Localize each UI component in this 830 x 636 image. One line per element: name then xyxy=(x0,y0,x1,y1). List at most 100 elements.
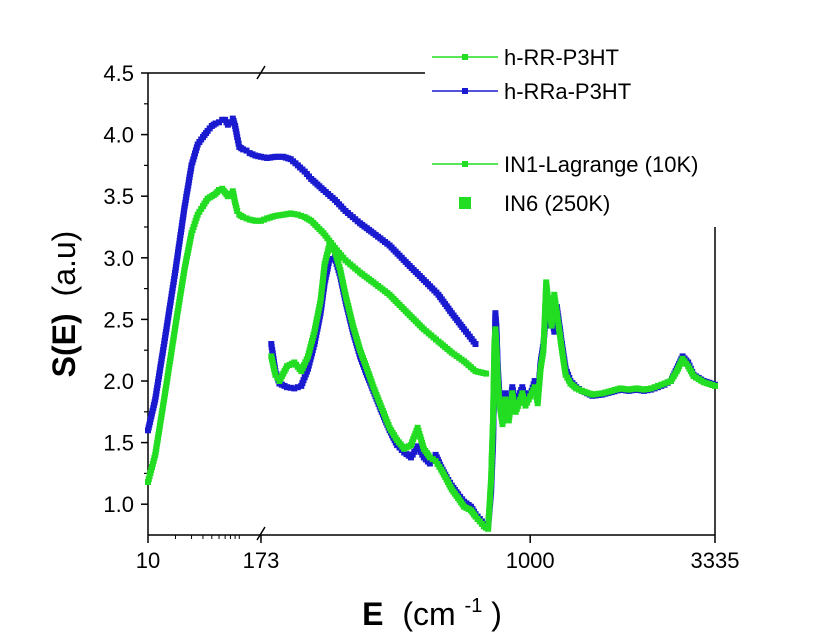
data-point xyxy=(712,382,718,389)
data-point xyxy=(560,356,567,363)
data-point xyxy=(243,215,250,222)
data-point xyxy=(306,347,313,354)
legend-item: h-RRa-P3HT xyxy=(432,79,631,104)
data-point xyxy=(528,390,535,397)
legend-swatch-marker xyxy=(459,197,471,209)
data-point xyxy=(496,396,503,403)
y-tick-label: 1.5 xyxy=(103,431,134,456)
data-point xyxy=(664,379,671,386)
svg-text:S(E) (a.u): S(E) (a.u) xyxy=(46,231,82,378)
x-axis-unit: (cm xyxy=(402,596,455,632)
data-point xyxy=(543,282,550,289)
data-point xyxy=(486,501,493,508)
data-point xyxy=(319,282,326,289)
data-point xyxy=(520,396,527,403)
data-point xyxy=(316,304,323,311)
data-point xyxy=(216,119,222,126)
y-tick-label: 4.5 xyxy=(103,61,134,86)
data-point xyxy=(487,488,494,495)
data-point xyxy=(309,338,315,344)
data-point xyxy=(545,304,552,311)
data-point xyxy=(558,341,565,347)
data-point xyxy=(493,347,500,354)
data-point xyxy=(337,270,344,277)
data-point xyxy=(212,120,219,127)
data-point xyxy=(305,353,311,360)
data-point xyxy=(494,362,501,369)
data-point xyxy=(531,378,538,384)
data-point xyxy=(553,304,559,311)
svg-text:E (cm -1 ): E (cm -1 ) xyxy=(362,583,502,632)
series-line xyxy=(147,117,476,431)
data-point xyxy=(509,390,516,397)
data-point xyxy=(320,273,327,280)
y-tick-label: 3.0 xyxy=(103,246,134,271)
data-point xyxy=(291,385,298,392)
data-point xyxy=(308,353,315,360)
data-point xyxy=(472,341,479,347)
data-point xyxy=(510,396,517,403)
x-axis-title: E (cm -1 ) xyxy=(362,583,502,632)
y-axis-title: S(E) (a.u) xyxy=(46,231,82,378)
data-point xyxy=(492,316,499,323)
bottom-break-slash xyxy=(256,526,266,541)
data-point xyxy=(243,147,250,154)
data-point xyxy=(539,350,546,357)
data-point xyxy=(641,386,647,393)
data-point xyxy=(602,389,609,396)
data-point xyxy=(333,254,340,261)
data-point xyxy=(338,273,345,280)
data-point xyxy=(310,331,317,338)
legend-item: IN1-Lagrange (10K) xyxy=(432,152,698,177)
data-point xyxy=(294,211,301,218)
data-point xyxy=(291,211,298,218)
data-point xyxy=(341,285,348,292)
y-tick-label: 2.5 xyxy=(103,307,134,332)
data-point xyxy=(517,396,524,403)
data-point xyxy=(318,288,325,295)
data-point xyxy=(216,187,222,193)
data-point xyxy=(322,257,329,264)
data-point xyxy=(543,279,550,286)
data-point xyxy=(341,288,348,295)
data-point xyxy=(493,341,500,347)
data-point xyxy=(495,387,502,394)
data-point xyxy=(240,146,247,153)
data-point xyxy=(234,134,241,141)
data-point xyxy=(318,285,325,292)
data-point xyxy=(485,513,492,520)
data-point xyxy=(596,390,602,397)
x-axis-label: E xyxy=(362,596,383,632)
x-tick-label: 173 xyxy=(243,548,280,573)
data-point xyxy=(337,267,344,274)
data-point xyxy=(321,267,327,274)
data-point xyxy=(494,371,501,378)
data-point xyxy=(274,374,281,381)
data-point xyxy=(531,384,538,391)
legend-label: h-RRa-P3HT xyxy=(504,79,631,104)
data-point xyxy=(537,365,544,372)
data-point xyxy=(320,270,327,277)
data-point xyxy=(269,359,276,366)
x-axis-unit-exponent: -1 xyxy=(465,595,483,617)
data-point xyxy=(548,322,555,329)
data-point xyxy=(487,492,494,498)
data-point xyxy=(524,399,531,406)
data-point xyxy=(336,264,343,270)
data-point xyxy=(651,384,658,391)
data-point xyxy=(309,347,316,354)
data-point xyxy=(234,208,241,214)
data-point xyxy=(309,350,315,357)
data-point xyxy=(332,251,339,258)
data-point xyxy=(313,319,320,326)
data-point xyxy=(313,316,320,323)
data-point xyxy=(655,382,661,389)
data-point xyxy=(494,365,501,372)
data-point xyxy=(553,310,560,317)
data-point xyxy=(270,362,277,369)
data-point xyxy=(527,393,534,400)
data-point xyxy=(497,408,504,415)
data-point xyxy=(493,350,500,357)
series-layer xyxy=(145,115,718,532)
y-ticks: 1.0 1.5 2.0 2.5 3.0 3.5 4.0 4.5 xyxy=(103,61,148,517)
